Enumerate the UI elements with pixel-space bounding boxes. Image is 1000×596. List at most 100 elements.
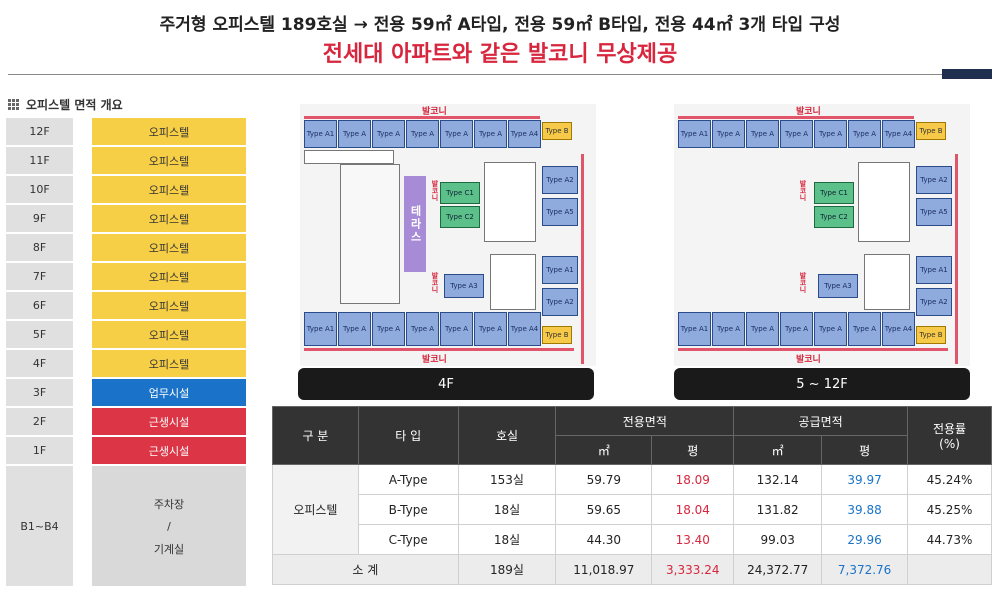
unit-type-a4: Type A4 — [508, 120, 541, 148]
exclusive-pyeong-cell: 18.04 — [651, 494, 735, 525]
unit-type-c2: Type C2 — [440, 206, 480, 228]
unit-type-a: Type A — [780, 312, 813, 346]
unit-type-c2: Type C2 — [814, 206, 854, 228]
grid-icon — [8, 98, 20, 111]
supply-pyeong-cell: 29.96 — [821, 524, 909, 555]
ratio-cell: 45.25% — [907, 494, 992, 525]
floor-use-line: 주차장 — [153, 497, 185, 511]
floor-label: 12F — [6, 118, 73, 145]
floor-label: 9F — [6, 205, 73, 232]
unit-type-a: Type A — [338, 120, 371, 148]
table-row: 오피스텔 A-Type 153실 59.79 18.09 132.14 39.9… — [272, 464, 992, 555]
balcony-strip — [678, 348, 948, 351]
floor-label: 10F — [6, 176, 73, 203]
unit-type-a: Type A — [474, 312, 507, 346]
unit-type-a5: Type A5 — [542, 198, 578, 226]
table-row: C-Type 18실 44.30 13.40 99.03 29.96 44.73… — [273, 524, 992, 555]
exclusive-pyeong-cell: 13.40 — [651, 524, 735, 555]
unit-type-a2: Type A2 — [916, 288, 952, 316]
unit-type-a: Type A — [406, 120, 439, 148]
floor-row: 9F 오피스텔 — [6, 205, 246, 234]
type-cell: C-Type — [357, 524, 459, 555]
plan-label-4f: 4F — [298, 368, 594, 400]
unit-type-a: Type A — [848, 312, 881, 346]
floor-label: 5F — [6, 321, 73, 348]
stair-core — [864, 254, 910, 310]
floor-label: 11F — [6, 147, 73, 174]
unit-type-c1: Type C1 — [814, 182, 854, 204]
unit-type-a: Type A — [712, 120, 745, 148]
floor-row: 5F 오피스텔 — [6, 321, 246, 350]
unit-type-b: Type B — [916, 122, 946, 140]
total-exclusive-sqm: 11,018.97 — [555, 554, 653, 585]
floor-use-line: / — [167, 519, 171, 533]
floor-use: 오피스텔 — [92, 321, 246, 348]
divider-line — [8, 74, 942, 75]
total-supply-pyeong: 7,372.76 — [821, 554, 909, 585]
unit-type-a1: Type A1 — [304, 312, 337, 346]
unit-type-a1: Type A1 — [678, 312, 711, 346]
balcony-label: 발코니 — [422, 355, 447, 365]
balcony-label: 발코니 — [422, 107, 447, 117]
core-area — [340, 164, 400, 304]
floor-row: 2F 근생시설 — [6, 408, 246, 437]
floor-use: 오피스텔 — [92, 147, 246, 174]
unit-type-a1: Type A1 — [542, 256, 578, 284]
exclusive-sqm-cell: 59.79 — [555, 464, 653, 495]
unit-type-a: Type A — [746, 120, 779, 148]
unit-type-b: Type B — [542, 326, 572, 344]
supply-sqm-cell: 131.82 — [733, 494, 823, 525]
unit-type-a: Type A — [338, 312, 371, 346]
unit-type-a2: Type A2 — [542, 288, 578, 316]
unit-type-a: Type A — [372, 312, 405, 346]
floor-use-line: 기계실 — [153, 542, 185, 556]
floor-label: 2F — [6, 408, 73, 435]
header-exclusive-area: 전용면적 — [555, 406, 735, 436]
total-label: 소 계 — [272, 554, 459, 585]
category-cell: 오피스텔 — [272, 464, 359, 555]
supply-pyeong-cell: 39.97 — [821, 464, 909, 495]
floor-use: 오피스텔 — [92, 292, 246, 319]
unit-type-a: Type A — [440, 312, 473, 346]
total-supply-sqm: 24,372.77 — [733, 554, 823, 585]
unit-type-a4: Type A4 — [882, 120, 915, 148]
corridor — [304, 150, 394, 164]
floor-row: 11F 오피스텔 — [6, 147, 246, 176]
floor-row: 10F 오피스텔 — [6, 176, 246, 205]
unit-type-a4: Type A4 — [508, 312, 541, 346]
header-ratio-label: 전용률 — [932, 422, 967, 436]
header-ratio: 전용률 (%) — [907, 406, 992, 465]
total-rooms: 189실 — [457, 554, 557, 585]
plan-label-5-12f: 5 ~ 12F — [674, 368, 970, 400]
side-balcony-label: 발코니 — [431, 180, 439, 201]
floor-use: 오피스텔 — [92, 263, 246, 290]
unit-type-a: Type A — [848, 120, 881, 148]
exclusive-pyeong-cell: 18.09 — [651, 464, 735, 495]
rooms-cell: 18실 — [457, 494, 557, 525]
floor-label: 3F — [6, 379, 73, 406]
unit-type-a1: Type A1 — [678, 120, 711, 148]
stair-core — [858, 162, 910, 242]
balcony-strip — [955, 154, 958, 364]
unit-type-a: Type A — [406, 312, 439, 346]
table-row: B-Type 18실 59.65 18.04 131.82 39.88 45.2… — [273, 494, 992, 525]
unit-type-a: Type A — [440, 120, 473, 148]
type-cell: A-Type — [357, 464, 459, 495]
floor-use: 근생시설 — [92, 408, 246, 435]
floor-row: B1~B4 주차장 / 기계실 — [6, 466, 246, 588]
floor-label: 4F — [6, 350, 73, 377]
page-subtitle: 주거형 오피스텔 189호실 → 전용 59㎡ A타입, 전용 59㎡ B타입,… — [159, 15, 841, 35]
header-pyeong: 평 — [821, 435, 909, 465]
side-balcony-label: 발코니 — [799, 180, 807, 201]
exclusive-sqm-cell: 44.30 — [555, 524, 653, 555]
unit-type-b: Type B — [916, 326, 946, 344]
stair-core — [490, 254, 536, 310]
floor-row: 7F 오피스텔 — [6, 263, 246, 292]
unit-type-a: Type A — [780, 120, 813, 148]
unit-type-a: Type A — [712, 312, 745, 346]
header-rooms: 호실 — [457, 406, 557, 465]
floor-use: 오피스텔 — [92, 176, 246, 203]
section-title-text: 오피스텔 면적 개요 — [26, 98, 123, 112]
unit-type-a5: Type A5 — [916, 198, 952, 226]
floor-use: 근생시설 — [92, 437, 246, 464]
